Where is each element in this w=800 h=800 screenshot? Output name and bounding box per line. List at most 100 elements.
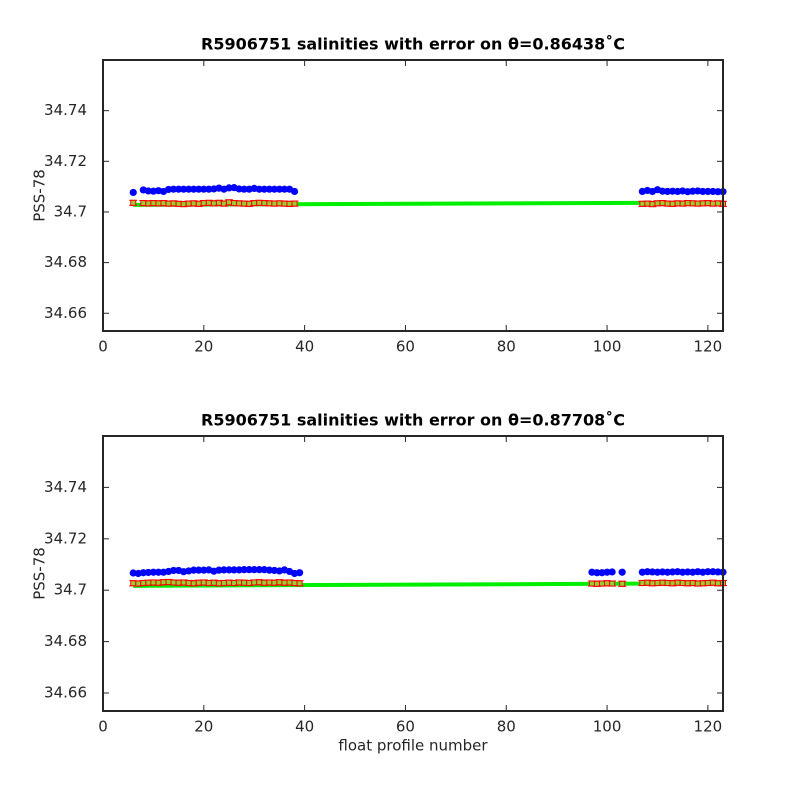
error-marker (271, 200, 278, 207)
error-marker (639, 200, 646, 207)
error-marker (664, 200, 671, 207)
chart-title: R5906751 salinities with error on θ=0.87… (201, 411, 625, 430)
error-marker (619, 580, 626, 587)
error-marker (140, 580, 147, 587)
salinity-point (255, 566, 263, 574)
x-tick-label: 100 (593, 718, 622, 736)
salinity-point (154, 568, 163, 576)
error-marker (150, 579, 157, 586)
x-tick-label: 120 (694, 718, 723, 736)
error-marker (160, 579, 167, 586)
salinity-point (169, 566, 178, 575)
error-marker (699, 200, 706, 207)
error-marker (251, 579, 258, 586)
error-marker (226, 579, 233, 586)
error-marker (694, 580, 701, 587)
salinity-point (169, 185, 178, 193)
salinity-point (704, 187, 712, 196)
y-tick-label: 34.66 (44, 684, 87, 702)
y-axis-label: PSS-78 (31, 547, 49, 600)
chart-title: R5906751 salinities with error on θ=0.86… (201, 35, 625, 54)
error-marker (649, 580, 656, 587)
error-marker (593, 580, 600, 587)
error-marker (291, 580, 298, 587)
error-marker (241, 579, 248, 586)
error-marker (714, 580, 721, 587)
error-marker (276, 200, 283, 207)
error-marker (195, 579, 202, 586)
salinity-point (275, 185, 284, 193)
error-marker (231, 200, 238, 207)
error-marker (251, 200, 258, 207)
y-tick-label: 34.72 (44, 529, 87, 547)
y-axis-label: PSS-78 (31, 169, 49, 222)
salinity-point (608, 568, 616, 576)
salinity-point (200, 185, 208, 193)
x-tick-label: 20 (194, 718, 213, 736)
error-marker (281, 200, 288, 207)
error-marker (599, 580, 606, 587)
error-marker (256, 199, 263, 206)
error-marker (664, 580, 671, 587)
x-tick-label: 20 (194, 338, 213, 356)
salinity-point (260, 185, 268, 193)
plot-area (103, 60, 723, 331)
error-marker (588, 580, 595, 587)
error-marker (609, 580, 616, 587)
salinity-point (149, 568, 158, 576)
error-marker (266, 579, 273, 586)
error-marker (165, 200, 172, 207)
salinity-point (270, 185, 278, 193)
salinity-point (704, 568, 712, 576)
x-tick-label: 80 (497, 718, 516, 736)
salinity-point (175, 185, 183, 193)
error-marker (639, 580, 646, 587)
salinity-point (129, 188, 137, 197)
salinity-point (280, 185, 289, 193)
salinity-point (190, 566, 198, 574)
error-marker (130, 580, 137, 587)
salinity-point (225, 566, 233, 574)
y-tick-label: 34.68 (44, 632, 87, 650)
y-tick-label: 34.74 (44, 101, 87, 119)
error-marker (140, 200, 147, 207)
axes-frame (102, 59, 724, 332)
error-marker (659, 579, 666, 586)
error-marker (689, 200, 696, 207)
error-marker (130, 199, 137, 206)
y-tick-label: 34.66 (44, 304, 87, 322)
error-marker (694, 200, 701, 207)
error-marker (145, 200, 152, 207)
error-marker (291, 200, 298, 207)
salinity-point (699, 187, 707, 196)
salinity-point (190, 185, 198, 193)
salinity-point (250, 566, 258, 574)
salinity-point (230, 566, 238, 574)
error-marker (281, 579, 288, 586)
y-tick-label: 34.74 (44, 478, 87, 496)
error-marker (145, 579, 152, 586)
error-marker (654, 200, 661, 207)
error-marker (205, 580, 212, 587)
y-tick-label: 34.68 (44, 253, 87, 271)
salinity-point (295, 569, 304, 577)
error-marker (185, 580, 192, 587)
salinity-point (195, 185, 203, 193)
x-tick-label: 40 (295, 718, 314, 736)
x-tick-label: 120 (694, 338, 723, 356)
error-marker (175, 200, 182, 207)
x-tick-label: 40 (295, 338, 314, 356)
error-marker (704, 580, 711, 587)
error-marker (699, 580, 706, 587)
salinity-point (240, 185, 248, 193)
error-marker (296, 580, 303, 587)
salinity-point (245, 566, 253, 574)
error-marker (185, 200, 192, 207)
salinity-point (185, 185, 193, 193)
plot-area (103, 436, 723, 711)
error-marker (604, 580, 611, 587)
error-marker (220, 580, 227, 587)
salinity-point (618, 568, 626, 576)
error-marker (684, 200, 691, 207)
